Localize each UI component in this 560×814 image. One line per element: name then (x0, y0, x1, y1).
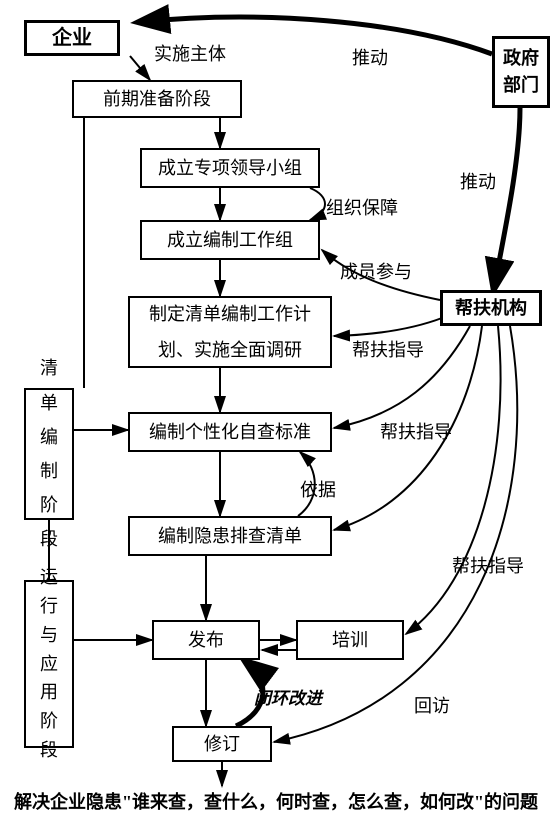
label-impl-body: 实施主体 (154, 40, 226, 66)
node-group-lead: 成立专项领导小组 (140, 148, 320, 188)
label-support-guide2: 帮扶指导 (380, 418, 452, 444)
node-support: 帮扶机构 (440, 290, 542, 326)
label-drive2: 推动 (460, 168, 496, 194)
label-org-guarantee: 组织保障 (326, 194, 398, 220)
node-list: 编制隐患排查清单 (128, 516, 332, 556)
label-drive1: 推动 (352, 44, 388, 70)
label-closed-loop: 闭环改进 (254, 684, 322, 709)
node-phase-run: 运行与应用阶段 (24, 580, 74, 748)
flowchart-stage: 企业 政府部门 前期准备阶段 成立专项领导小组 成立编制工作组 制定清单编制工作… (0, 0, 560, 814)
node-train: 培训 (296, 620, 404, 660)
label-member-join: 成员参与 (340, 258, 412, 284)
node-group-edit: 成立编制工作组 (140, 220, 320, 260)
node-prep: 前期准备阶段 (72, 80, 242, 118)
label-revisit: 回访 (414, 692, 450, 718)
node-gov: 政府部门 (492, 36, 550, 108)
phase-list-text: 清单编制阶段 (40, 351, 58, 556)
node-revise: 修订 (172, 726, 272, 762)
node-plan: 制定清单编制工作计划、实施全面调研 (128, 296, 332, 368)
label-support-guide1: 帮扶指导 (352, 336, 424, 362)
node-publish: 发布 (152, 620, 260, 660)
node-std: 编制个性化自查标准 (128, 412, 332, 452)
label-support-guide3: 帮扶指导 (452, 552, 524, 578)
node-phase-list: 清单编制阶段 (24, 388, 74, 520)
node-enterprise: 企业 (24, 20, 120, 56)
caption-text: 解决企业隐患"谁来查，查什么，何时查，怎么查，如何改"的问题 (14, 788, 538, 814)
label-basis: 依据 (300, 476, 336, 502)
phase-run-text: 运行与应用阶段 (40, 563, 58, 765)
